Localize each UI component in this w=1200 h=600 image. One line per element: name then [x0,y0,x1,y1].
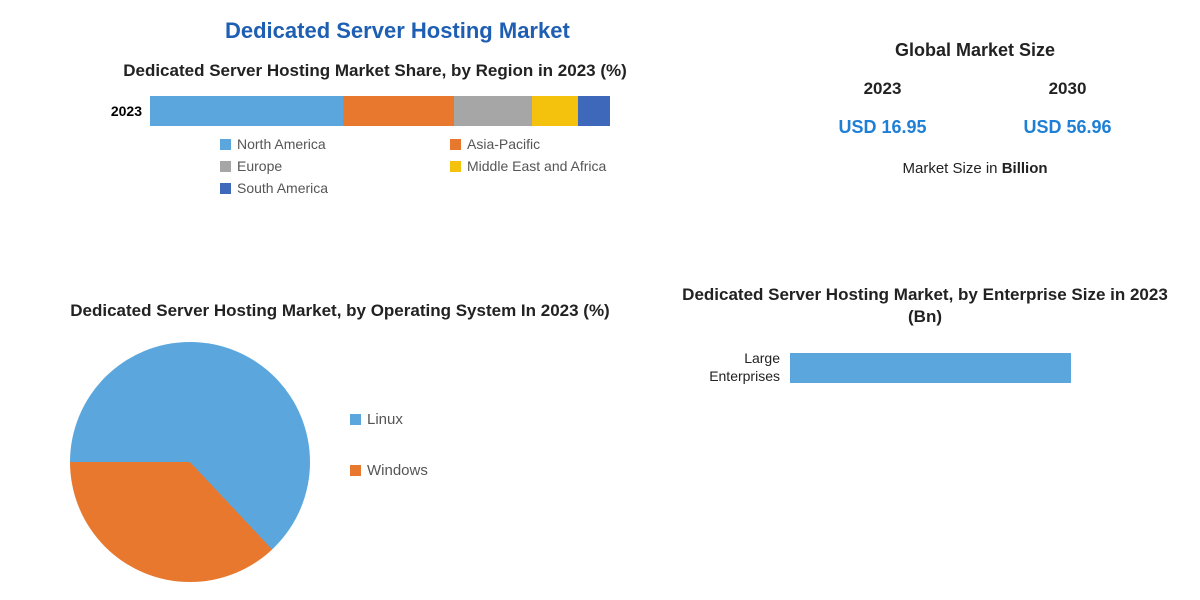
gms-year-0: 2023 [803,79,963,99]
region-legend-item: South America [220,180,390,196]
legend-label: Linux [367,411,403,428]
os-pie-wrap [70,342,310,582]
os-legend-item: Linux [350,411,428,428]
gms-value-1: USD 56.96 [988,117,1148,138]
gms-title: Global Market Size [790,40,1160,61]
enterprise-ylabel: Large Enterprises [680,350,790,385]
gms-unit-prefix: Market Size in [902,160,1001,177]
enterprise-ylabel-line2: Enterprises [709,368,780,384]
legend-label: Windows [367,462,428,479]
os-legend: Linux Windows [350,411,428,513]
region-legend-item: North America [220,136,390,152]
gms-unit-bold: Billion [1002,160,1048,177]
legend-label: South America [237,180,328,196]
legend-swatch [450,139,461,150]
region-seg-europe [454,96,532,126]
enterprise-chart: Dedicated Server Hosting Market, by Ente… [680,284,1170,385]
page-title: Dedicated Server Hosting Market [225,18,570,44]
gms-year-1: 2030 [988,79,1148,99]
legend-swatch [220,161,231,172]
region-legend-item: Asia-Pacific [450,136,620,152]
legend-label: Middle East and Africa [467,158,606,174]
region-chart-ylabel: 2023 [100,103,150,119]
os-legend-item: Windows [350,462,428,479]
region-seg-south-america [578,96,610,126]
region-seg-asia-pacific [343,96,453,126]
gms-value-0: USD 16.95 [803,117,963,138]
gms-unit: Market Size in Billion [790,160,1160,177]
region-legend: North America Asia-Pacific Europe Middle Ea… [220,136,640,196]
region-chart: Dedicated Server Hosting Market Share, b… [100,60,650,196]
region-legend-item: Europe [220,158,390,174]
region-legend-item: Middle East and Africa [450,158,620,174]
enterprise-ylabel-line1: Large [744,350,780,366]
legend-swatch [350,414,361,425]
os-chart: Dedicated Server Hosting Market, by Oper… [70,300,610,582]
legend-swatch [350,465,361,476]
legend-label: North America [237,136,326,152]
os-pie [70,342,310,582]
region-chart-title: Dedicated Server Hosting Market Share, b… [100,60,650,82]
enterprise-bar-track [790,353,1150,383]
enterprise-chart-title: Dedicated Server Hosting Market, by Ente… [680,284,1170,328]
legend-swatch [220,183,231,194]
region-seg-middle-east-and-africa [532,96,578,126]
legend-swatch [220,139,231,150]
legend-label: Europe [237,158,282,174]
global-market-size: Global Market Size 2023 USD 16.95 2030 U… [790,40,1160,177]
os-chart-title: Dedicated Server Hosting Market, by Oper… [70,300,610,322]
legend-swatch [450,161,461,172]
region-seg-north-america [150,96,343,126]
enterprise-bar [790,353,1071,383]
legend-label: Asia-Pacific [467,136,540,152]
region-stacked-bar [150,96,610,126]
